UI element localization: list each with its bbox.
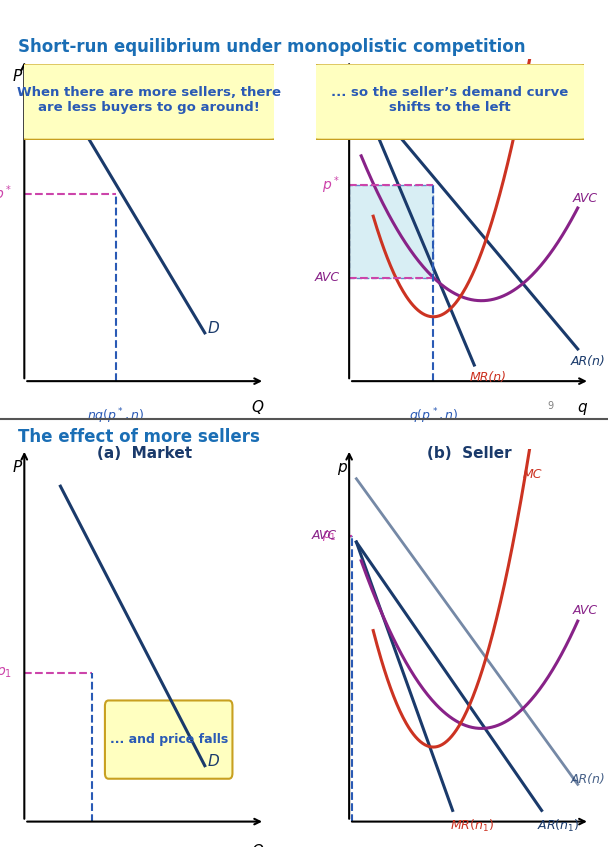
- Text: Short-run equilibrium under monopolistic competition: Short-run equilibrium under monopolistic…: [18, 38, 526, 56]
- Text: AVC: AVC: [573, 605, 598, 617]
- Text: MC: MC: [522, 468, 542, 480]
- Text: MR(n): MR(n): [469, 372, 506, 385]
- Text: $p_1$: $p_1$: [0, 665, 12, 680]
- Text: AVC: AVC: [314, 271, 339, 284]
- FancyBboxPatch shape: [308, 64, 592, 140]
- Text: $nq(p^*,n)$: $nq(p^*,n)$: [87, 407, 145, 427]
- Text: D: D: [207, 321, 219, 336]
- FancyBboxPatch shape: [17, 64, 281, 140]
- Text: p: p: [337, 69, 347, 84]
- Text: q: q: [578, 844, 587, 847]
- Bar: [349, 185, 434, 278]
- Text: $q(p^*,n)$: $q(p^*,n)$: [409, 407, 458, 427]
- FancyBboxPatch shape: [105, 700, 232, 778]
- Text: The effect of more sellers: The effect of more sellers: [18, 428, 260, 446]
- Text: $AR(n_1)$: $AR(n_1)$: [537, 818, 579, 834]
- Text: AVC: AVC: [312, 529, 337, 542]
- Text: $p^*$: $p^*$: [0, 184, 12, 205]
- Text: $p^*$: $p^*$: [322, 174, 339, 197]
- Text: (a)  Market: (a) Market: [97, 446, 192, 461]
- Text: $p_1$: $p_1$: [322, 529, 337, 544]
- Text: MC: MC: [522, 75, 542, 88]
- Text: AR(n): AR(n): [570, 356, 605, 368]
- Text: P: P: [13, 69, 22, 84]
- Text: 9: 9: [547, 401, 553, 411]
- Bar: [349, 535, 353, 536]
- Text: AR(n): AR(n): [570, 773, 605, 786]
- Text: p: p: [337, 460, 347, 475]
- Text: q: q: [578, 401, 587, 416]
- Text: When there are more sellers, there
are less buyers to go around!: When there are more sellers, there are l…: [17, 86, 281, 114]
- Text: ... and price falls: ... and price falls: [109, 734, 228, 746]
- Text: ... so the seller’s demand curve
shifts to the left: ... so the seller’s demand curve shifts …: [331, 86, 568, 114]
- Text: Q: Q: [252, 844, 264, 847]
- Text: P: P: [13, 460, 22, 475]
- Text: (b)  Seller: (b) Seller: [427, 446, 512, 461]
- Text: $MR(n_1)$: $MR(n_1)$: [450, 818, 494, 834]
- Text: Q: Q: [252, 401, 264, 416]
- Text: AVC: AVC: [573, 191, 598, 205]
- Text: D: D: [207, 754, 219, 769]
